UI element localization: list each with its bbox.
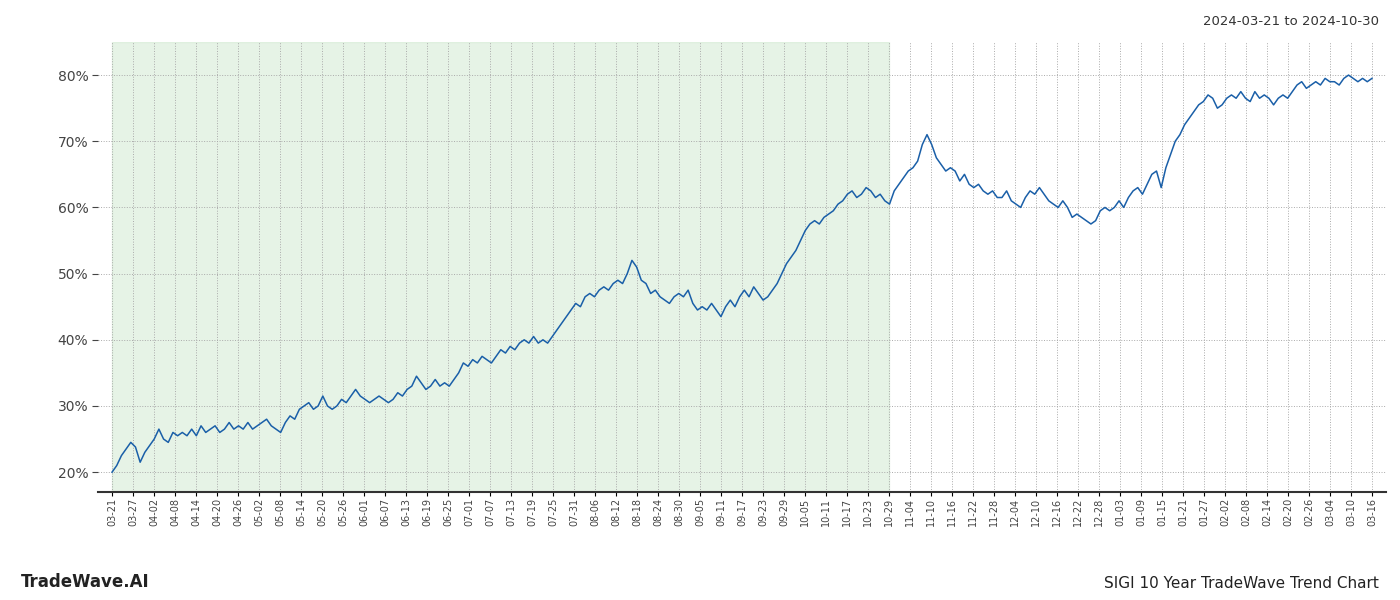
Text: SIGI 10 Year TradeWave Trend Chart: SIGI 10 Year TradeWave Trend Chart	[1105, 576, 1379, 591]
Text: 2024-03-21 to 2024-10-30: 2024-03-21 to 2024-10-30	[1203, 15, 1379, 28]
Text: TradeWave.AI: TradeWave.AI	[21, 573, 150, 591]
Bar	[112, 42, 889, 492]
